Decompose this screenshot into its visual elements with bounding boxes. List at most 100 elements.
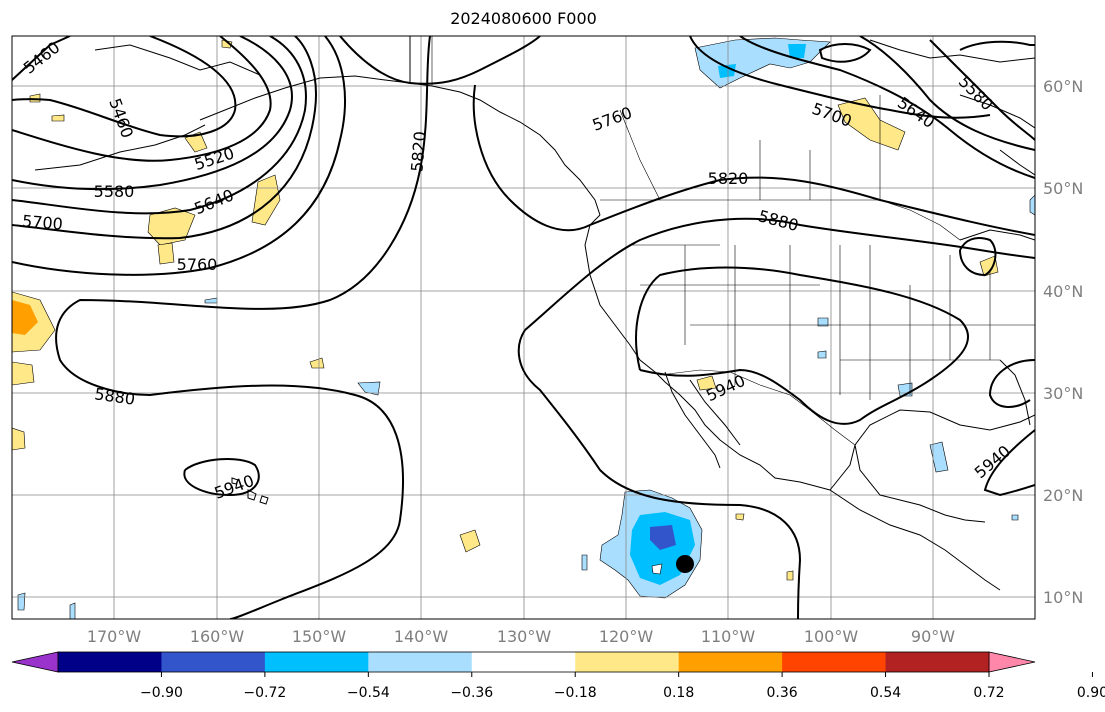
negative-anomaly-region <box>929 441 949 473</box>
colorbar-segment <box>678 652 783 672</box>
colorbar-tick-label: −0.54 <box>347 685 390 701</box>
contour-5700-north <box>739 36 1035 179</box>
lon-label: 130°W <box>497 627 552 646</box>
positive-anomaly-region <box>12 427 26 451</box>
positive-anomaly-region <box>979 255 999 277</box>
contour-5820-north <box>339 36 541 85</box>
lat-label: 20°N <box>1043 486 1083 505</box>
positive-anomaly-region <box>184 131 208 153</box>
colorbar-segment <box>575 652 680 672</box>
colorbar-tick-label: 0.54 <box>870 685 901 701</box>
contour-5520 <box>12 36 272 162</box>
positive-anomaly-region <box>251 174 281 226</box>
strong-negative-anomaly <box>650 525 676 550</box>
lon-label: 140°W <box>394 627 449 646</box>
contour-5940-hawaii <box>183 458 260 497</box>
colorbar-tick-label: −0.90 <box>140 685 183 701</box>
lon-label: 160°W <box>190 627 245 646</box>
lon-label: 100°W <box>804 627 859 646</box>
positive-anomaly-region <box>735 513 745 521</box>
map-title: 2024080600 F000 <box>450 9 597 28</box>
colorbar-tick-label: 0.72 <box>973 685 1004 701</box>
height-contours <box>12 36 1035 619</box>
colorbar-tick-label: −0.72 <box>243 685 286 701</box>
colorbar-segment <box>264 652 369 672</box>
lon-label: 150°W <box>292 627 347 646</box>
colorbar-tick-label: 0.90 <box>1077 685 1105 701</box>
map-panel: 5460 5460 5520 5580 5640 5700 5760 5820 … <box>11 35 1036 620</box>
yucatan-coast <box>854 444 986 523</box>
colorbar-segment <box>58 652 162 672</box>
negative-anomaly-core <box>718 64 736 78</box>
central-america-coast <box>829 489 1001 591</box>
negative-anomaly-region <box>357 381 381 396</box>
negative-anomaly-region <box>581 554 588 571</box>
lat-label: 60°N <box>1043 77 1083 96</box>
gulf-of-california <box>689 379 741 446</box>
canada-north-coast <box>869 39 1035 63</box>
positive-anomaly-region <box>786 570 794 581</box>
contour-label: 5580 <box>94 182 135 201</box>
lat-label: 10°N <box>1043 588 1083 607</box>
hawaii-island <box>247 489 257 501</box>
contour-5580-north <box>929 39 1035 141</box>
colorbar-max-extension <box>988 651 1036 673</box>
colorbar-segment <box>368 652 473 672</box>
us-canada-border-east <box>879 199 961 241</box>
political-borders <box>431 36 1035 446</box>
baja-california <box>664 371 721 469</box>
negative-anomaly-region <box>1011 514 1019 521</box>
contour-label: 5820 <box>708 169 749 188</box>
negative-anomaly-region <box>817 350 827 359</box>
positive-anomaly-region <box>309 357 325 369</box>
aleutian-islands <box>34 124 206 171</box>
longitude-labels: 170°W 160°W 150°W 140°W 130°W 120°W 110°… <box>87 627 955 646</box>
colorbar-min-extension <box>11 651 59 673</box>
colorbar-outline <box>57 651 990 673</box>
positive-anomaly-region <box>51 114 65 122</box>
anomaly-shading <box>12 37 1035 619</box>
lon-label: 90°W <box>911 627 955 646</box>
contour-loop-great-lakes <box>959 237 997 277</box>
west-coast <box>584 214 831 491</box>
colorbar: −0.90 −0.72 −0.54 −0.36 −0.18 0.18 0.36 0.54 0.7… <box>11 651 1105 701</box>
contour-5760-north <box>689 36 991 119</box>
positive-anomaly-region <box>221 39 233 49</box>
hudson-bay-coast <box>959 94 1035 129</box>
contour-label: 5760 <box>177 255 218 274</box>
negative-anomaly-region <box>817 317 829 327</box>
positive-anomaly-region <box>696 375 717 391</box>
positive-anomaly-region <box>12 361 35 386</box>
us-mexico-border <box>659 369 856 446</box>
storm-center-marker <box>676 555 694 573</box>
lat-label: 40°N <box>1043 282 1083 301</box>
negative-anomaly-region <box>17 592 26 611</box>
coastlines <box>34 36 1035 591</box>
great-lakes <box>959 229 1035 241</box>
contour-5700 <box>12 36 317 240</box>
latitude-labels: 60°N 50°N 40°N 30°N 20°N 10°N <box>1043 77 1083 607</box>
colorbar-segment <box>161 652 266 672</box>
contour-label: 5820 <box>407 130 429 172</box>
negative-anomaly-region <box>69 602 76 619</box>
positive-anomaly-core <box>12 300 38 335</box>
map-border <box>11 35 1036 620</box>
contour-5940 <box>635 266 970 425</box>
positive-anomaly-region <box>147 207 196 246</box>
contour-5940-east <box>988 359 1035 408</box>
hawaii-island <box>231 477 239 485</box>
contour-5520-north <box>959 40 1035 51</box>
colorbar-segment <box>782 652 887 672</box>
hudson-bay-south <box>999 149 1035 176</box>
positive-anomaly-region <box>459 529 481 553</box>
contour-small-loop <box>818 43 872 63</box>
contour-5880 <box>524 217 1035 331</box>
negative-anomaly-region <box>1029 194 1035 216</box>
contour-5580 <box>12 36 293 191</box>
negative-anomaly-core <box>788 44 806 58</box>
contour-5760 <box>12 36 346 276</box>
contour-5880-south <box>517 329 802 619</box>
contour-5460 <box>12 36 237 138</box>
alaska-south-coast <box>199 75 411 121</box>
